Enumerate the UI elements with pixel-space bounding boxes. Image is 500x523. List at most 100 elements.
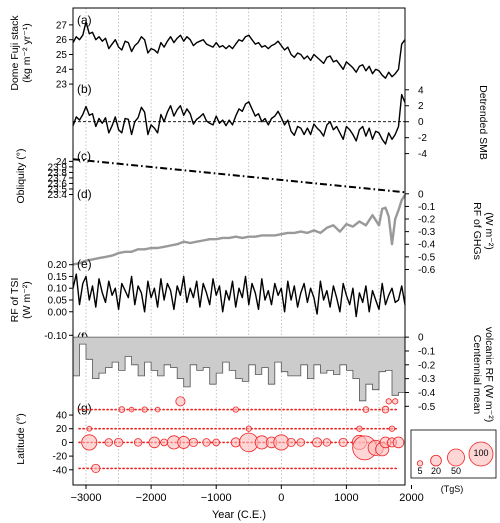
eruption-point bbox=[232, 406, 239, 413]
size-legend-label: 100 bbox=[473, 448, 488, 458]
vertical-gridlines bbox=[85, 8, 380, 485]
y-tick-label: 0.00 bbox=[48, 307, 68, 318]
y-tick-label: 24 bbox=[56, 65, 68, 76]
eruption-point bbox=[385, 398, 392, 405]
size-legend-label: 20 bbox=[431, 466, 441, 476]
y-tick-label: 0.15 bbox=[48, 272, 68, 283]
y-axis-label: Obliquity (°) bbox=[15, 149, 27, 204]
eruption-point bbox=[104, 438, 114, 447]
x-axis-label: Year (C.E.) bbox=[212, 509, 266, 521]
size-legend-units: (TgS) bbox=[441, 484, 464, 494]
panel: (e) -0.10 0.000.050.100.150.20 RF of TSI (W … bbox=[9, 257, 406, 342]
y-tick-label: -0.10 bbox=[44, 331, 67, 342]
eruption-point bbox=[296, 438, 306, 447]
eruption-point bbox=[141, 406, 148, 413]
y-tick-label: -20 bbox=[53, 452, 68, 463]
panel: (g) -40 -20 0 20 40 Latitude (°) bbox=[15, 396, 405, 476]
y-tick-label: -0.5 bbox=[418, 252, 436, 263]
y-tick-label: 20 bbox=[56, 424, 68, 435]
y-tick-label: 23.5 bbox=[48, 184, 68, 195]
eruption-point bbox=[91, 463, 101, 474]
eruption-point bbox=[392, 398, 399, 405]
y-tick-label: 0.20 bbox=[48, 260, 68, 271]
eruption-point bbox=[202, 438, 211, 447]
y-tick-label: -0.4 bbox=[418, 240, 436, 251]
y-tick-label: 0.10 bbox=[48, 284, 68, 295]
y-axis-label: Latitude (°) bbox=[15, 413, 27, 464]
y-tick-label: 24 bbox=[56, 157, 68, 168]
y-tick-label: 0.05 bbox=[48, 296, 68, 307]
eruption-point bbox=[356, 425, 363, 432]
size-legend-label: 5 bbox=[417, 466, 422, 476]
x-tick-label: −3000 bbox=[71, 492, 102, 504]
eruption-point bbox=[118, 406, 126, 413]
panel: (d) 0 -0.1 -0.2-0.3 -0.4-0.5 -0.6 RF of GHGs (W… bbox=[72, 187, 495, 276]
y-tick-label: -0.5 bbox=[418, 402, 436, 413]
x-tick-label: −1000 bbox=[201, 492, 232, 504]
size-legend-label: 50 bbox=[451, 466, 461, 476]
eruption-point bbox=[133, 438, 143, 447]
y-tick-label: -0.1 bbox=[418, 346, 436, 357]
eruption-point bbox=[160, 438, 168, 447]
eruption-point bbox=[381, 405, 390, 414]
eruption-point bbox=[392, 436, 405, 449]
y-axis-label: RF of TSI bbox=[9, 278, 21, 323]
eruption-point bbox=[86, 425, 93, 432]
eruption-point bbox=[113, 437, 124, 448]
eruption-point bbox=[245, 425, 252, 432]
eruption-point bbox=[322, 438, 332, 447]
eruption-point bbox=[212, 438, 221, 447]
y-tick-label: 0 bbox=[61, 438, 67, 449]
eruption-point bbox=[148, 436, 161, 449]
plot-frame bbox=[72, 7, 406, 486]
panel-letter: (e) bbox=[77, 257, 92, 271]
y-tick-label: -0.3 bbox=[418, 374, 436, 385]
panel-letter: (c) bbox=[77, 149, 91, 163]
eruption-point bbox=[81, 434, 98, 451]
y-tick-label: 23.6 bbox=[48, 179, 68, 190]
y-tick-label: 2 bbox=[418, 101, 424, 112]
y-tick-label: 26 bbox=[56, 35, 68, 46]
x-axis: −3000 −2000 −1000 0 1000 2000 bbox=[71, 485, 424, 504]
x-tick-label: 1000 bbox=[334, 492, 358, 504]
panel: (a) 23 24 25 26 27 Dome Fuji stack (kg m⁻² yr⁻¹… bbox=[9, 13, 406, 91]
y-tick-label: 0 bbox=[418, 189, 424, 200]
y-axis-units: (kg m⁻² yr⁻¹) bbox=[21, 23, 33, 83]
y-tick-label: -0.3 bbox=[418, 227, 436, 238]
y-tick-label: 23.9 bbox=[48, 162, 68, 173]
size-legend: 5 20 50 100 (TgS) bbox=[410, 429, 497, 494]
y-axis-units: (W m⁻²) bbox=[483, 212, 495, 250]
series-line bbox=[72, 158, 406, 194]
panel-letter: (b) bbox=[77, 82, 92, 96]
panel-letter: (d) bbox=[77, 187, 92, 201]
size-legend-circle bbox=[447, 448, 465, 467]
y-tick-label: -0.4 bbox=[418, 388, 436, 399]
y-axis-label: Dome Fuji stack bbox=[9, 15, 21, 91]
y-axis-units: volcanic RF (W m⁻²) bbox=[483, 327, 495, 422]
y-tick-label: -0.2 bbox=[418, 215, 436, 226]
size-legend-circle bbox=[430, 454, 442, 467]
y-tick-label: 23.7 bbox=[48, 173, 68, 184]
x-tick-label: 2000 bbox=[399, 492, 423, 504]
y-tick-label: 4 bbox=[418, 85, 424, 96]
eruption-point bbox=[230, 437, 241, 448]
eruption-point bbox=[128, 406, 135, 413]
y-tick-label: -0.1 bbox=[418, 202, 436, 213]
x-tick-label: 0 bbox=[278, 492, 284, 504]
y-tick-label: 23 bbox=[56, 80, 68, 91]
eruption-point bbox=[312, 437, 323, 448]
series-line bbox=[72, 273, 406, 318]
panel-letter: (a) bbox=[77, 13, 92, 27]
y-tick-label: -0.2 bbox=[418, 360, 436, 371]
eruption-point bbox=[188, 437, 199, 448]
size-legend-circle bbox=[416, 460, 424, 467]
y-axis-units: (W m⁻²) bbox=[21, 281, 33, 319]
y-tick-label: 40 bbox=[56, 411, 68, 422]
series-line bbox=[72, 194, 407, 266]
series-line bbox=[72, 93, 406, 145]
y-tick-label: 27 bbox=[56, 20, 68, 31]
y-tick-label: 23.4 bbox=[48, 190, 68, 201]
panel-letter: (g) bbox=[77, 401, 92, 415]
